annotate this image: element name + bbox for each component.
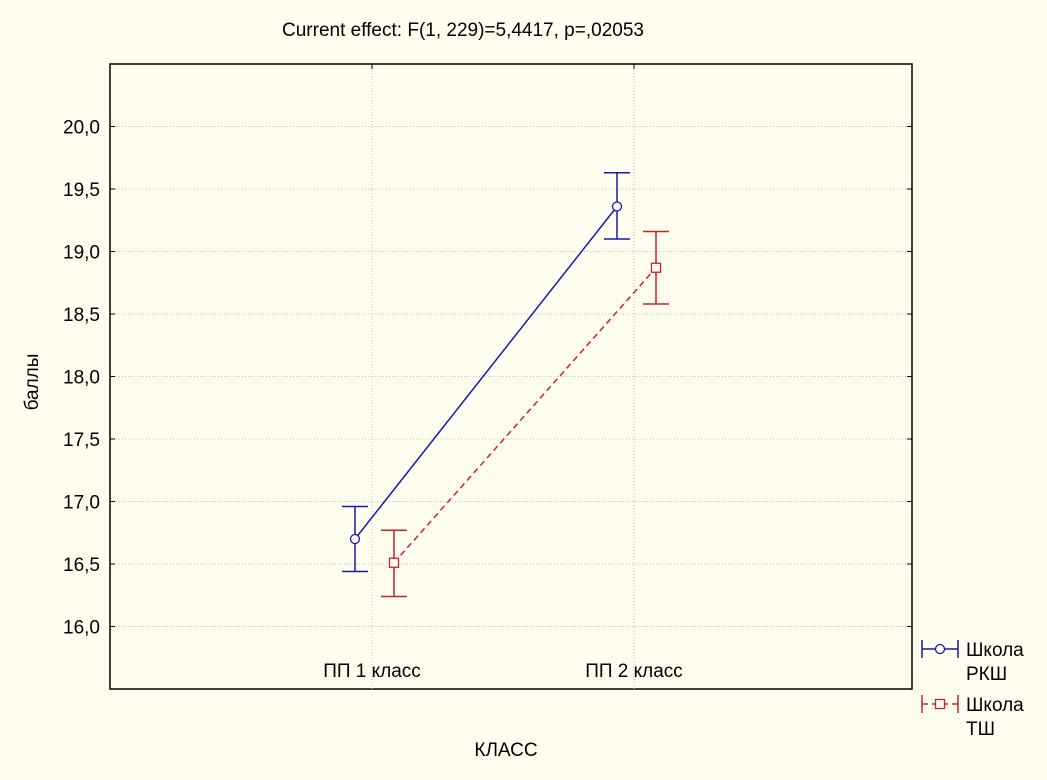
legend: Школа РКШ Школа ТШ [921, 640, 1024, 740]
x-tick-label: ПП 1 класс [323, 661, 421, 682]
gridlines [110, 64, 912, 689]
y-tick-label: 17,0 [63, 493, 100, 514]
data-point [388, 557, 400, 568]
series-line [393, 267, 657, 564]
series-1 [342, 172, 630, 573]
series-2 [381, 230, 669, 598]
legend-label: Школа [966, 695, 1024, 716]
y-tick-label: 18,0 [63, 368, 100, 389]
data-point [611, 201, 623, 212]
legend-label: РКШ [966, 664, 1007, 685]
data-point [349, 533, 361, 545]
legend-label: Школа [966, 640, 1024, 661]
y-tick-label: 16,5 [63, 555, 100, 576]
series-layer [342, 172, 669, 598]
legend-marker [934, 698, 946, 710]
y-tick-label: 18,5 [63, 305, 100, 326]
plot-area: 16,0 16,5 17,0 17,5 18,0 18,5 19,0 19,5 20,0 ПП … [63, 63, 913, 690]
y-tick-label: 17,5 [63, 430, 100, 451]
data-point [650, 262, 662, 273]
legend-entry-2: Школа ТШ [921, 695, 1024, 740]
y-tick-label: 19,5 [63, 180, 100, 201]
y-tick-label: 20,0 [63, 118, 100, 139]
chart-title: Current effect: F(1, 229)=5,4417, p=,020… [282, 20, 644, 41]
y-axis: 16,0 16,5 17,0 17,5 18,0 18,5 19,0 19,5 20,0 [63, 118, 912, 639]
x-tick-label: ПП 2 класс [585, 661, 683, 682]
y-tick-label: 16,0 [63, 618, 100, 639]
x-axis: ПП 1 класс ПП 2 класс [323, 64, 683, 682]
x-axis-label: КЛАСС [474, 740, 537, 761]
legend-entry-1: Школа РКШ [921, 640, 1024, 685]
legend-label: ТШ [966, 719, 995, 740]
series-line [354, 206, 618, 540]
legend-marker [934, 643, 946, 655]
y-axis-label: баллы [22, 354, 43, 411]
y-tick-label: 19,0 [63, 243, 100, 264]
